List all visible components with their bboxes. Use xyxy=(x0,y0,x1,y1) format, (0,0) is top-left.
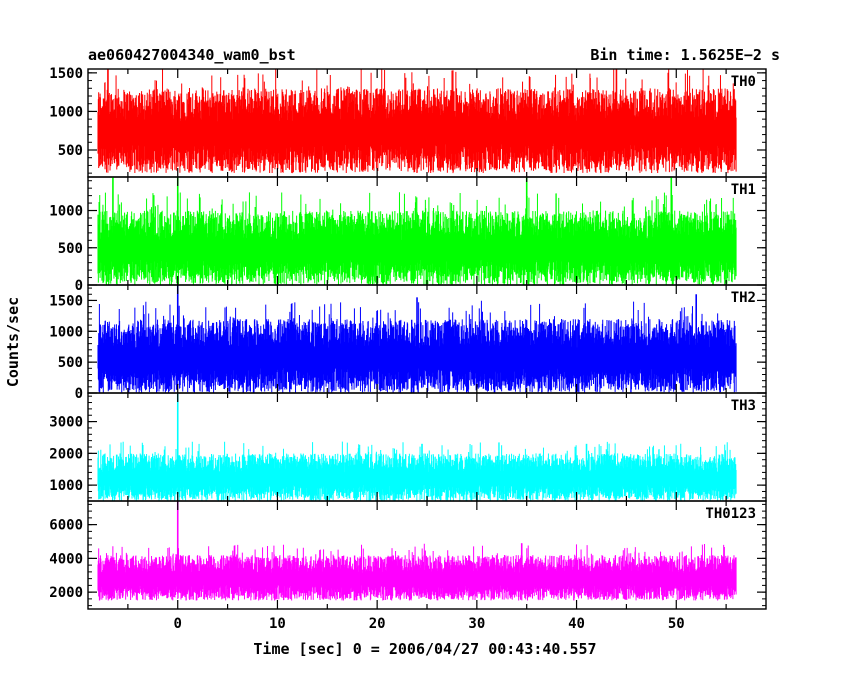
y-tick-label: 500 xyxy=(58,241,83,257)
panel-th2: 0 500 1000 1500 TH2 xyxy=(49,284,767,402)
x-axis: 0 10 20 30 40 50 xyxy=(174,616,685,632)
y-tick-label: 1000 xyxy=(49,204,83,220)
y-tick-label: 1000 xyxy=(49,478,83,494)
chart-title: ae060427004340_wam0_bst xyxy=(88,46,296,64)
series-th3 xyxy=(97,441,737,501)
panel-label-th0123: TH0123 xyxy=(705,506,756,522)
y-tick-label: 6000 xyxy=(49,518,83,534)
panel-th1: 0 500 1000 TH1 xyxy=(49,176,767,294)
panel-th3: 1000 2000 3000 TH3 xyxy=(49,392,767,502)
y-tick-label: 4000 xyxy=(49,551,83,567)
x-axis-title: Time [sec] 0 = 2006/04/27 00:43:40.557 xyxy=(253,640,596,658)
panels: 500 1000 1500 TH0 0 500 1000 TH1 0 500 1000 1500 TH2… xyxy=(49,66,767,610)
x-tick-label: 0 xyxy=(174,616,182,632)
y-tick-label: 1500 xyxy=(49,66,83,82)
y-tick-label: 500 xyxy=(58,143,83,159)
panel-label-th1: TH1 xyxy=(731,182,756,198)
panel-label-th2: TH2 xyxy=(731,290,756,306)
y-tick-label: 2000 xyxy=(49,446,83,462)
y-tick-label: 0 xyxy=(75,278,83,294)
y-tick-label: 1000 xyxy=(49,324,83,340)
x-tick-label: 50 xyxy=(668,616,685,632)
series-th2 xyxy=(97,300,737,393)
y-tick-label: 1000 xyxy=(49,104,83,120)
y-axis-title: Counts/sec xyxy=(4,297,22,387)
x-tick-label: 30 xyxy=(468,616,485,632)
series-th0123 xyxy=(97,543,737,601)
series-th0 xyxy=(97,69,737,174)
y-tick-label: 1500 xyxy=(49,293,83,309)
x-tick-label: 10 xyxy=(269,616,286,632)
y-tick-label: 0 xyxy=(75,386,83,402)
y-tick-label: 2000 xyxy=(49,585,83,601)
x-tick-label: 40 xyxy=(568,616,585,632)
bin-time-label: Bin time: 1.5625E−2 s xyxy=(590,46,780,64)
x-tick-label: 20 xyxy=(369,616,386,632)
panel-th0123: 2000 4000 6000 TH0123 xyxy=(49,500,767,610)
panel-label-th0: TH0 xyxy=(731,74,756,90)
panel-th0: 500 1000 1500 TH0 xyxy=(49,66,767,178)
panel-label-th3: TH3 xyxy=(731,398,756,414)
series-th1 xyxy=(97,192,737,285)
y-tick-label: 500 xyxy=(58,355,83,371)
y-tick-label: 3000 xyxy=(49,415,83,431)
